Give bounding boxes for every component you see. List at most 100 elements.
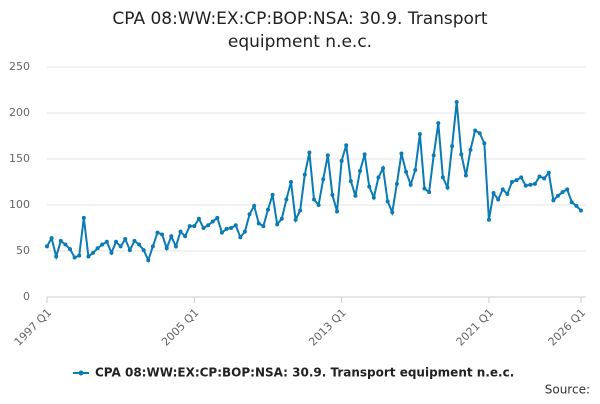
data-point [284, 197, 289, 202]
data-point [178, 229, 183, 234]
data-point [408, 182, 413, 187]
data-point [229, 226, 234, 230]
data-point [486, 217, 491, 222]
data-point [91, 250, 96, 255]
data-point [224, 226, 229, 231]
data-point [348, 179, 353, 184]
data-point [344, 143, 349, 148]
data-point [288, 180, 293, 184]
data-point [427, 190, 432, 195]
data-point [146, 258, 151, 263]
data-point [270, 192, 275, 197]
data-point [491, 191, 496, 196]
data-point [376, 175, 381, 180]
data-point [86, 254, 91, 259]
data-point [371, 195, 376, 200]
data-point [555, 193, 560, 198]
data-point [63, 242, 68, 247]
data-point [54, 254, 59, 259]
data-point [242, 229, 247, 234]
data-point [579, 208, 583, 213]
data-point [450, 144, 455, 149]
data-point [45, 244, 49, 249]
data-point [417, 132, 422, 137]
data-point [150, 244, 155, 249]
data-point [335, 209, 340, 214]
data-point [505, 191, 510, 196]
data-point [385, 199, 390, 204]
data-point [173, 244, 178, 249]
data-point [298, 208, 303, 213]
data-point [247, 212, 252, 217]
data-point [206, 223, 211, 228]
chart-title: CPA 08:WW:EX:CP:BOP:NSA: 30.9. Transport… [112, 9, 488, 52]
y-tick-label: 100 [9, 198, 30, 211]
data-point [463, 173, 468, 178]
title-line: CPA 08:WW:EX:CP:BOP:NSA: 30.9. Transport [112, 9, 488, 29]
data-point [509, 180, 514, 184]
data-point [275, 222, 280, 227]
data-point [477, 131, 482, 136]
data-point [312, 197, 316, 202]
data-point [265, 207, 270, 212]
data-point [132, 238, 137, 243]
data-point [565, 187, 570, 192]
data-point [445, 185, 450, 190]
x-tick-label: 1997 Q1 [12, 306, 55, 349]
data-point [210, 219, 215, 224]
y-tick-label: 150 [9, 152, 30, 165]
data-point [431, 153, 436, 158]
data-line [46, 101, 582, 263]
data-point [68, 247, 73, 252]
data-point [192, 224, 197, 229]
data-point [468, 147, 473, 152]
data-point [252, 203, 257, 208]
data-point [72, 255, 77, 260]
data-point [183, 234, 188, 239]
data-point [542, 176, 547, 181]
data-point [399, 151, 404, 156]
data-point [169, 234, 174, 239]
data-point [537, 174, 542, 179]
data-point [141, 248, 146, 253]
data-point [160, 232, 165, 237]
data-point [279, 216, 284, 221]
data-point [454, 99, 459, 104]
data-point [95, 246, 100, 251]
data-point [390, 210, 395, 215]
data-point [215, 215, 220, 220]
data-point [109, 250, 114, 255]
x-tick-label: 2021 Q1 [454, 306, 497, 349]
data-point [514, 178, 519, 183]
data-point [459, 152, 464, 157]
data-point [104, 239, 109, 244]
data-point [482, 141, 487, 146]
data-point [473, 128, 478, 133]
data-point [118, 244, 123, 249]
data-point [137, 242, 142, 247]
data-point [413, 168, 418, 173]
data-point [114, 239, 119, 244]
data-point [302, 172, 307, 177]
data-point [496, 197, 501, 202]
y-tick-label: 50 [16, 244, 30, 257]
data-point [307, 150, 312, 155]
data-point [404, 169, 409, 174]
data-point [560, 190, 565, 195]
data-point [325, 153, 330, 158]
data-point [58, 238, 63, 243]
data-point [532, 181, 537, 186]
data-point [238, 235, 243, 240]
data-point [569, 200, 574, 205]
data-point [519, 175, 524, 180]
data-point [528, 182, 533, 187]
data-point [362, 152, 367, 157]
y-tick-label: 0 [23, 290, 30, 303]
data-point [233, 223, 238, 228]
y-tick-label: 200 [9, 106, 30, 119]
source-label: Source: [545, 383, 590, 397]
data-point [394, 181, 399, 186]
data-point [196, 216, 201, 221]
data-point [219, 230, 224, 235]
